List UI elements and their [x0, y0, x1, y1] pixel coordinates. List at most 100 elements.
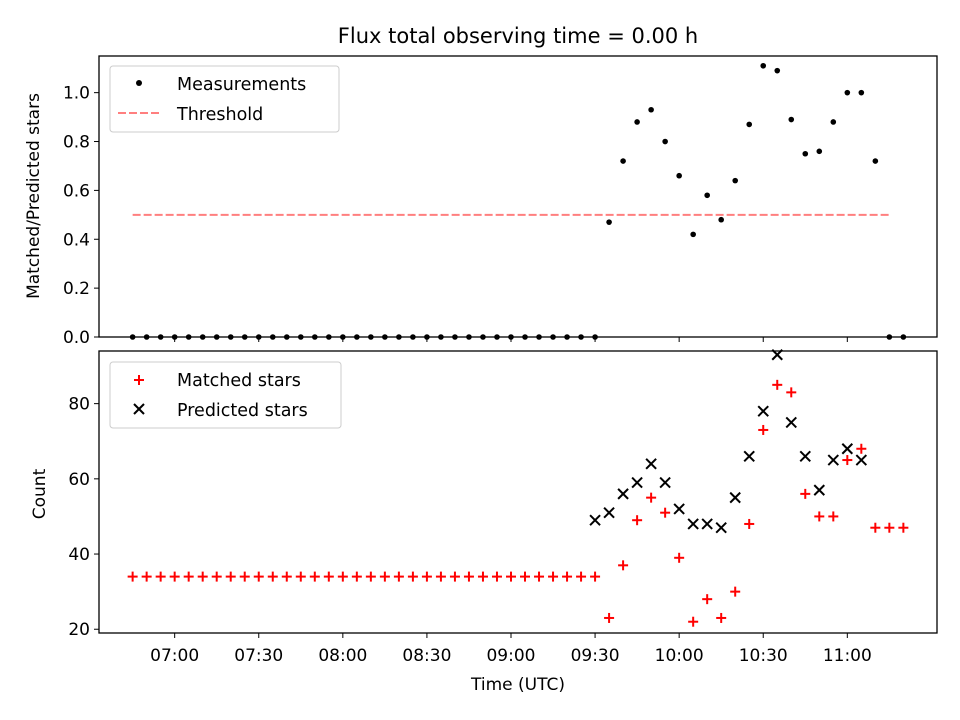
predicted-star-stroke: [603, 506, 615, 519]
matched-star-point: [211, 571, 222, 582]
x-axis-label: Time (UTC): [470, 675, 565, 695]
predicted-star-stroke: [827, 454, 840, 466]
predicted-star-point: [799, 450, 811, 462]
matched-star-point: [323, 571, 334, 582]
matched-star-point: [716, 612, 727, 623]
bottom-plot-marks: [127, 349, 909, 627]
matched-star-point: [239, 571, 250, 582]
matched-star-point: [169, 571, 180, 582]
measurement-point: [676, 172, 682, 179]
bottom-legend: Matched stars Predicted stars: [109, 361, 342, 429]
bottom-x-tick-label: 07:30: [234, 646, 283, 666]
bottom-panel: 20 40 60 80 07:00 07:30 08:00 08:30 09:00 09:30 10…: [68, 349, 938, 666]
top-plot-marks: [129, 62, 907, 340]
bottom-y-tick-label: 60: [68, 470, 90, 490]
matched-star-point: [744, 518, 755, 529]
matched-star-point: [786, 387, 797, 398]
matched-star-point: [449, 571, 460, 582]
matched-star-point: [590, 571, 601, 582]
predicted-star-point: [645, 458, 657, 470]
bottom-axes-frame: [98, 350, 938, 634]
measurement-point: [788, 116, 795, 123]
bottom-x-tick-label: 08:00: [318, 646, 367, 666]
matched-star-point: [548, 571, 559, 582]
legend-predicted-marker: [133, 403, 145, 415]
matched-star-point: [407, 571, 418, 582]
matched-star-point: [491, 571, 502, 582]
matched-star-point: [534, 571, 545, 582]
matched-star-point: [856, 443, 867, 454]
legend-measurements-marker: [136, 80, 142, 86]
matched-star-point: [393, 571, 404, 582]
bottom-y-tick-label: 20: [68, 620, 90, 640]
top-legend-box: [109, 65, 340, 133]
predicted-star-stroke: [645, 458, 657, 470]
bottom-y-axis-label: Count: [30, 468, 50, 519]
top-axis-ticks: 0.0 0.2 0.4 0.6 0.8 1.0: [63, 84, 848, 348]
predicted-star-stroke: [617, 488, 629, 500]
predicted-star-point: [617, 488, 629, 500]
measurement-point: [620, 158, 626, 164]
legend-measurements-label: Measurements: [177, 75, 306, 95]
matched-star-point: [463, 571, 474, 582]
matched-star-point: [253, 571, 264, 582]
bottom-x-tick-label: 10:00: [655, 646, 704, 666]
top-y-tick-label: 0.2: [63, 279, 90, 299]
predicted-star-stroke: [841, 443, 854, 455]
measurement-point: [830, 119, 837, 125]
predicted-star-stroke: [855, 454, 868, 466]
measurement-point: [662, 138, 668, 145]
bottom-axis-ticks: 20 40 60 80 07:00 07:30 08:00 08:30 09:00 09:30 10…: [68, 395, 871, 666]
predicted-star-stroke: [785, 416, 797, 429]
matched-star-point: [295, 571, 306, 582]
predicted-star-point: [603, 506, 615, 519]
bottom-x-tick-label: 09:30: [571, 646, 620, 666]
matched-star-point: [379, 571, 390, 582]
matched-star-point: [576, 571, 587, 582]
legend-threshold-label: Threshold: [176, 105, 263, 125]
matched-star-point: [337, 571, 348, 582]
top-legend: Measurements Threshold: [109, 65, 340, 133]
predicted-star-stroke: [673, 503, 685, 515]
predicted-star-point: [631, 476, 643, 489]
matched-star-point: [702, 594, 713, 605]
predicted-star-point: [687, 518, 699, 530]
bottom-x-tick-label: 10:30: [739, 646, 788, 666]
top-axes-frame: [98, 55, 938, 338]
matched-star-point: [604, 612, 615, 623]
measurement-point: [844, 89, 851, 96]
matched-star-point: [730, 586, 741, 597]
matched-star-point: [435, 571, 446, 582]
matched-star-point: [884, 522, 895, 533]
bottom-y-tick-label: 80: [68, 395, 90, 415]
measurement-point: [648, 106, 654, 113]
predicted-star-stroke: [631, 476, 643, 489]
predicted-star-point: [715, 522, 727, 534]
measurement-point: [690, 231, 696, 238]
bottom-y-tick-label: 40: [68, 545, 90, 565]
matched-star-point: [155, 571, 166, 582]
matched-star-point: [351, 571, 362, 582]
bottom-x-tick-label: 07:00: [150, 646, 199, 666]
matched-star-point: [828, 511, 839, 522]
legend-predicted-label: Predicted stars: [177, 401, 308, 421]
matched-star-point: [800, 488, 811, 499]
matched-star-point: [646, 492, 657, 503]
matched-star-point: [772, 379, 783, 390]
matched-star-point: [309, 571, 320, 582]
predicted-star-point: [589, 514, 601, 526]
top-y-tick-label: 0.4: [63, 230, 90, 250]
matched-star-point: [365, 571, 376, 582]
matched-star-point: [758, 424, 769, 435]
matched-star-point: [505, 571, 516, 582]
bottom-legend-box: [109, 361, 342, 429]
matched-star-point: [562, 571, 573, 582]
measurement-point: [606, 219, 612, 225]
measurement-point: [718, 216, 724, 223]
legend-matched-marker: [134, 375, 144, 385]
matched-star-point: [225, 571, 236, 582]
predicted-star-stroke: [589, 514, 601, 526]
measurement-point: [746, 121, 753, 128]
predicted-star-stroke: [813, 484, 825, 496]
matched-star-point: [267, 571, 278, 582]
